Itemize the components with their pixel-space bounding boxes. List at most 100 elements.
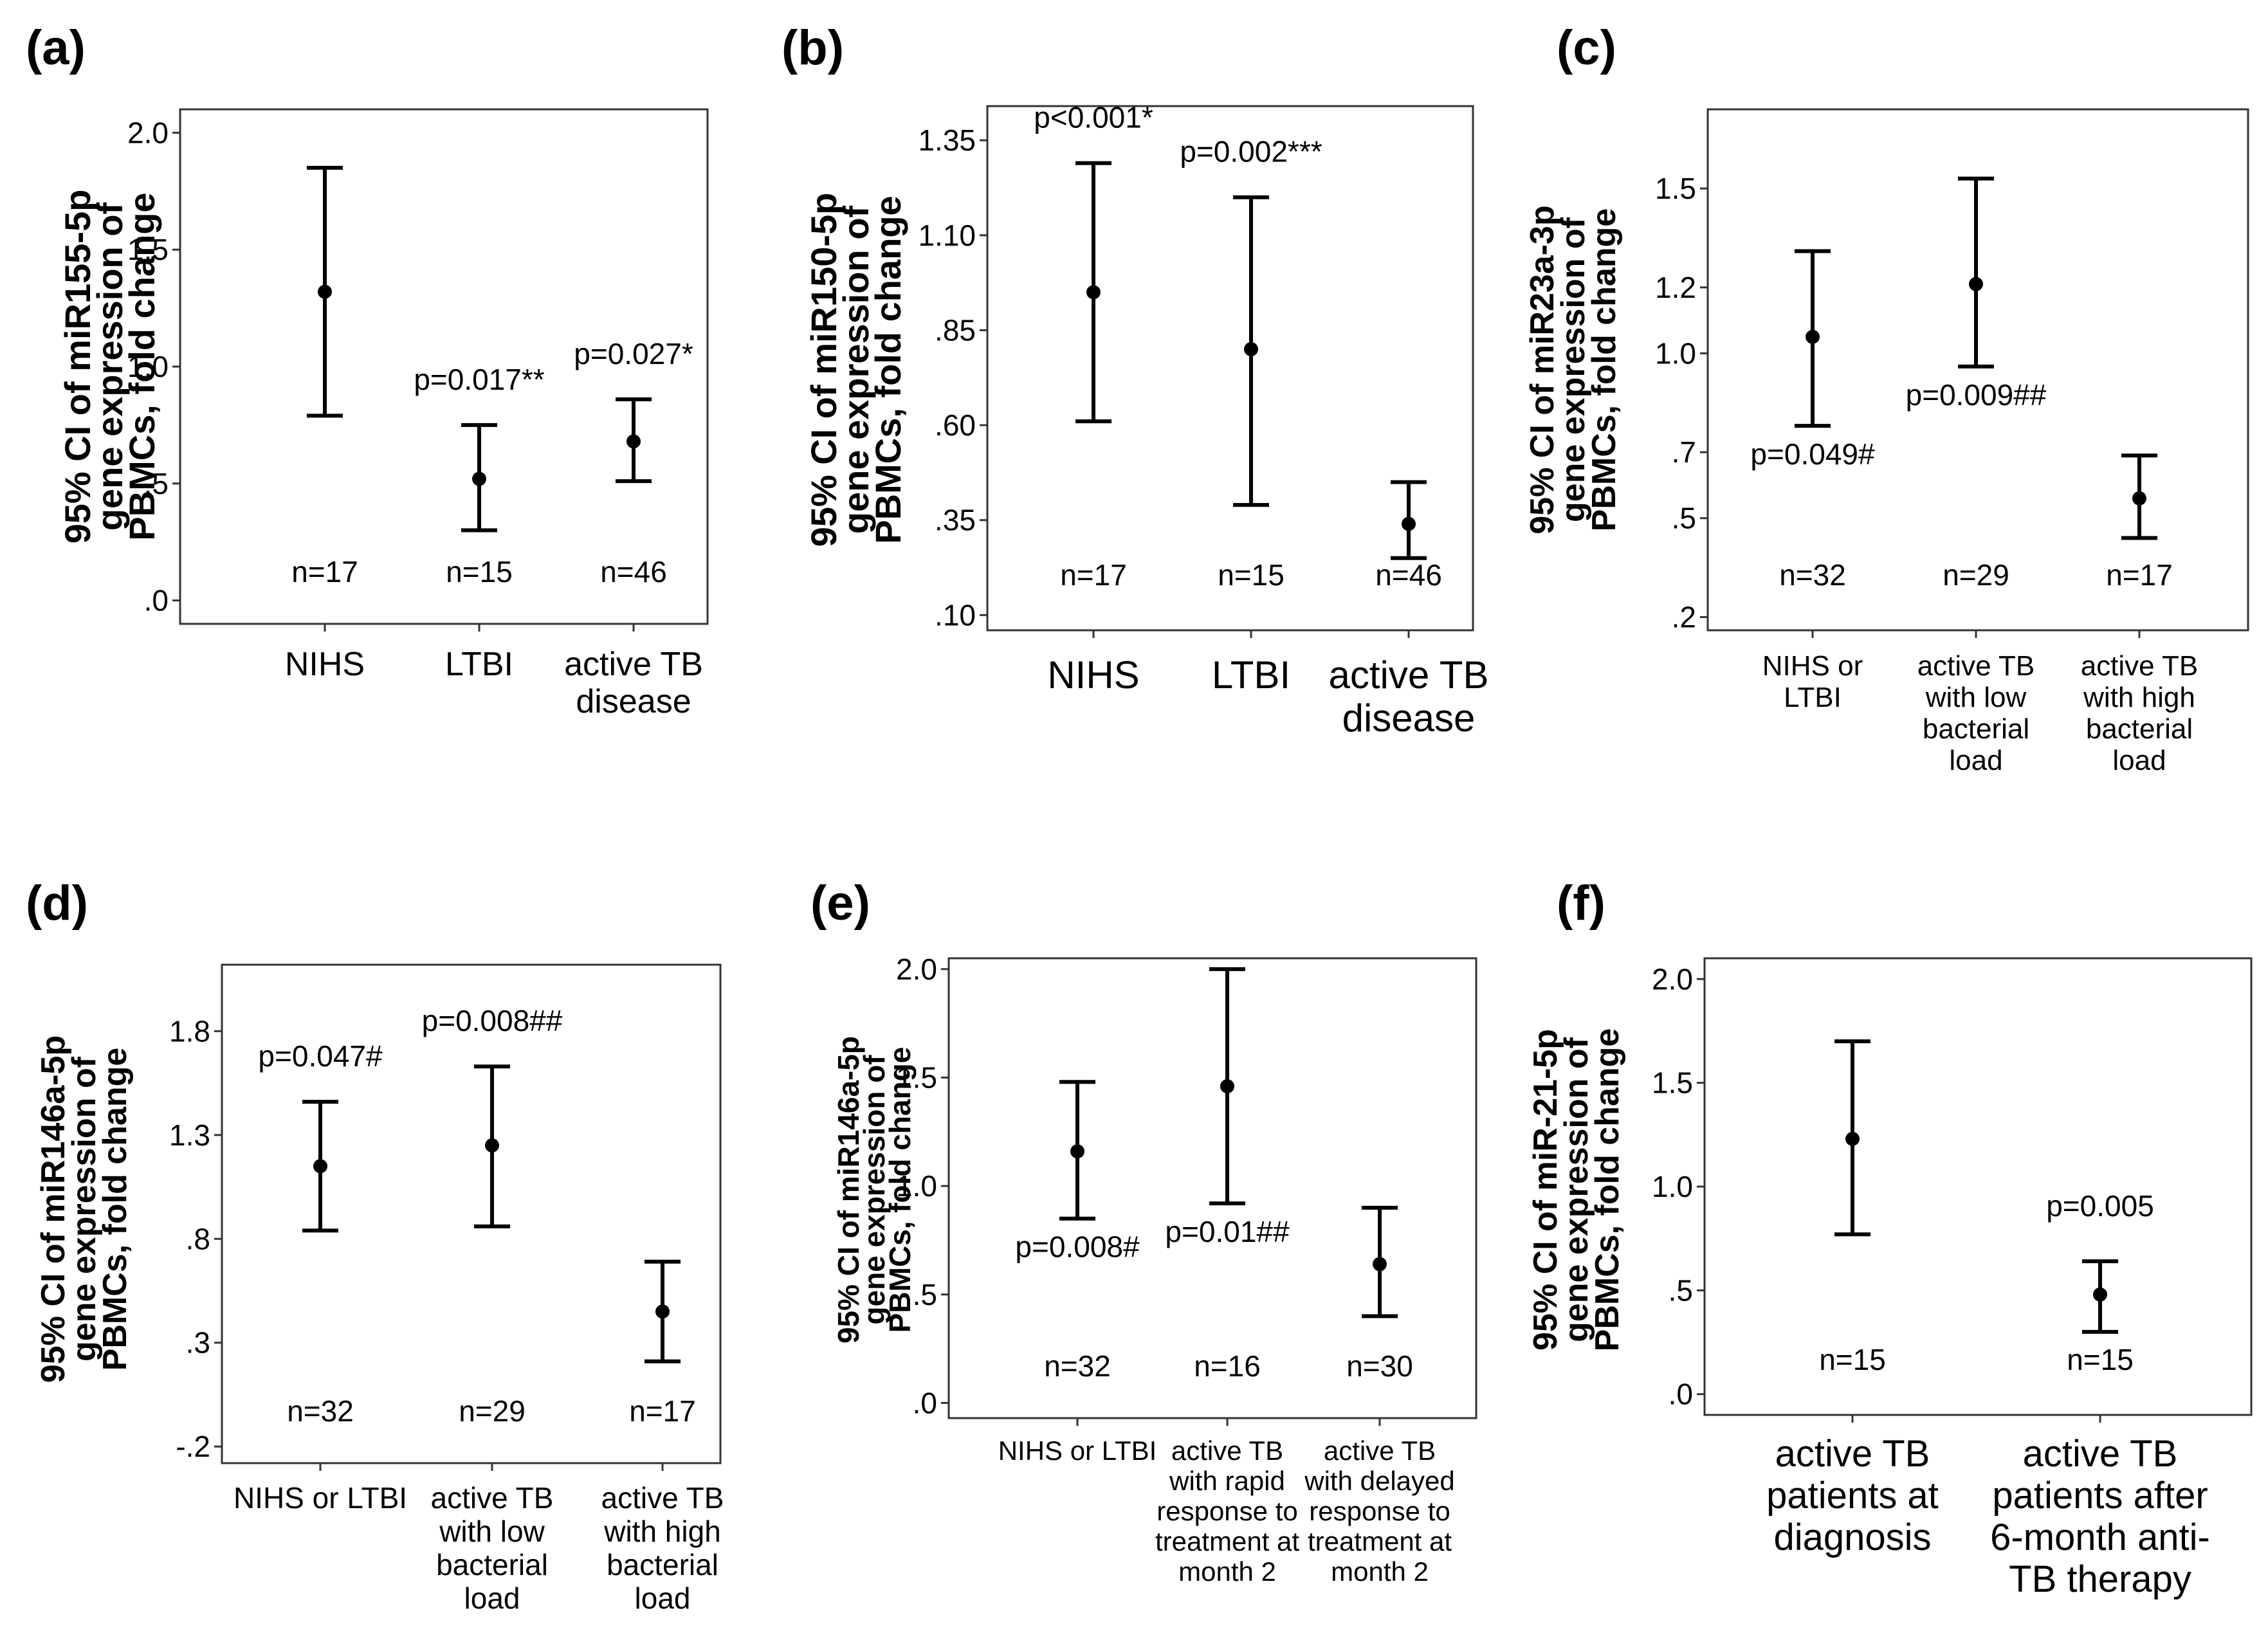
y-axis-label: 95% CI of miR150-5pgene expression ofPBM… bbox=[803, 193, 908, 547]
y-tick-label: .2 bbox=[1672, 600, 1696, 633]
n-label: n=15 bbox=[1819, 1343, 1886, 1376]
category-label-line: month 2 bbox=[1331, 1556, 1429, 1587]
p-value-label: p=0.017** bbox=[414, 363, 544, 396]
mean-point bbox=[1845, 1131, 1860, 1146]
category-label-line: NIHS or LTBI bbox=[233, 1481, 407, 1515]
y-tick-label: 1.2 bbox=[1655, 271, 1696, 304]
n-label: n=17 bbox=[291, 555, 358, 588]
category-label-line: LTBI bbox=[445, 646, 513, 683]
category-label-line: load bbox=[464, 1581, 520, 1615]
category-label-line: load bbox=[2112, 745, 2166, 776]
y-tick-label: .60 bbox=[935, 408, 976, 442]
category-label: active TB with high bacterial load bbox=[601, 1481, 724, 1615]
y-axis-label-line: 95% CI of miR-21-5p bbox=[1527, 1029, 1564, 1351]
category-label-line: with rapid bbox=[1169, 1466, 1285, 1496]
y-axis-label-line: gene expression of bbox=[66, 1056, 103, 1362]
category-label: active TB with low bacterial load bbox=[1917, 650, 2035, 776]
panel-label: (c) bbox=[1557, 21, 1616, 75]
mean-point bbox=[2132, 491, 2146, 506]
y-tick-label: 1.10 bbox=[918, 219, 976, 252]
y-axis-label-line: 95% CI of miR23a-3p bbox=[1524, 205, 1561, 534]
y-tick-label: .85 bbox=[935, 313, 976, 347]
n-label: n=17 bbox=[1060, 558, 1127, 592]
y-axis-label: 95% CI of miR-21-5pgene expression ofPBM… bbox=[1527, 1028, 1626, 1352]
y-tick-label: .0 bbox=[913, 1386, 937, 1419]
category-label-line: active TB bbox=[1917, 650, 2035, 682]
category-label-line: bacterial bbox=[607, 1548, 718, 1581]
y-axis-label-line: gene expression of bbox=[1558, 1037, 1595, 1342]
y-tick-label: .7 bbox=[1672, 435, 1696, 469]
n-label: n=29 bbox=[1943, 558, 2009, 592]
mean-point bbox=[313, 1159, 327, 1174]
category-label: active TB with high bacterial load bbox=[2081, 650, 2199, 776]
category-label-line: active TB bbox=[564, 646, 703, 683]
y-tick-label: 1.5 bbox=[1652, 1066, 1693, 1100]
y-tick-label: 1.0 bbox=[1655, 336, 1696, 370]
panel-e: (e) 95% CI of miR146a-5pgene expression o… bbox=[810, 876, 1477, 1587]
category-label-line: active TB bbox=[2023, 1433, 2178, 1475]
category-label: LTBI bbox=[445, 646, 513, 683]
panel-label: (a) bbox=[26, 21, 86, 75]
mean-point bbox=[1373, 1257, 1387, 1271]
plot-frame bbox=[986, 105, 1474, 632]
p-value-label: p=0.002*** bbox=[1180, 135, 1322, 169]
y-axis-label-line: 95% CI of miR150-5p bbox=[803, 193, 844, 547]
category-label-line: treatment at bbox=[1155, 1526, 1299, 1556]
panel-a: (a) 95% CI of miR155-5pgene expression of… bbox=[26, 21, 709, 720]
category-label-line: LTBI bbox=[1784, 682, 1842, 713]
category-label-line: NIHS bbox=[1047, 653, 1139, 697]
y-tick-label: 1.5 bbox=[127, 233, 169, 266]
y-tick-label: .5 bbox=[1672, 502, 1696, 535]
mean-point bbox=[626, 434, 641, 449]
y-tick-label: 1.5 bbox=[896, 1061, 937, 1094]
category-label-line: month 2 bbox=[1178, 1556, 1276, 1587]
n-label: n=17 bbox=[2106, 558, 2173, 592]
n-label: n=15 bbox=[446, 555, 513, 588]
mean-point bbox=[1220, 1079, 1234, 1093]
y-axis-label-line: gene expression of bbox=[836, 205, 876, 534]
category-label-line: response to bbox=[1157, 1496, 1297, 1526]
category-label-line: active TB bbox=[431, 1481, 554, 1515]
panel-d: (d) 95% CI of miR146a-5pgene expression o… bbox=[26, 876, 724, 1615]
y-tick-label: 2.0 bbox=[896, 952, 937, 986]
category-label: LTBI bbox=[1212, 653, 1290, 697]
y-tick-label: 1.3 bbox=[169, 1118, 210, 1152]
p-value-label: p=0.01## bbox=[1165, 1215, 1290, 1248]
p-value-label: p=0.027* bbox=[574, 337, 693, 370]
y-tick-label: .5 bbox=[144, 467, 169, 500]
category-label-line: active TB bbox=[1329, 653, 1489, 697]
category-label-line: NIHS bbox=[285, 646, 365, 683]
category-label-line: patients after bbox=[1992, 1475, 2208, 1517]
mean-point bbox=[1086, 285, 1101, 300]
y-axis-label-line: gene expression of bbox=[857, 1055, 891, 1325]
mean-point bbox=[1244, 342, 1258, 356]
category-label: active TB with delayed response to treatmen… bbox=[1304, 1435, 1454, 1587]
y-axis-label-line: PBMCs, fold change bbox=[868, 196, 908, 543]
panel-b: (b) 95% CI of miR150-5pgene expression of… bbox=[782, 21, 1489, 740]
y-tick-label: .0 bbox=[144, 584, 169, 617]
y-tick-label: 1.0 bbox=[127, 350, 169, 383]
y-tick-label: .10 bbox=[935, 598, 976, 632]
category-label: active TB patients after 6-month anti-TB t… bbox=[1990, 1433, 2210, 1600]
y-tick-label: 1.35 bbox=[918, 123, 976, 157]
panel-label: (b) bbox=[782, 21, 844, 75]
category-label: active TB disease bbox=[1329, 653, 1489, 740]
category-label-line: with delayed bbox=[1304, 1466, 1454, 1496]
category-label: active TB disease bbox=[564, 646, 703, 720]
mean-point bbox=[472, 471, 486, 486]
y-tick-label: 1.0 bbox=[896, 1169, 937, 1203]
y-tick-label: 2.0 bbox=[127, 116, 169, 149]
category-label-line: bacterial bbox=[436, 1548, 548, 1581]
category-label-line: bacterial bbox=[1923, 713, 2029, 745]
category-label-line: with high bbox=[603, 1515, 721, 1548]
n-label: n=17 bbox=[629, 1394, 696, 1428]
y-tick-label: .35 bbox=[935, 504, 976, 537]
p-value-label: p=0.008## bbox=[422, 1004, 563, 1037]
category-label-line: load bbox=[1949, 745, 2002, 776]
mean-point bbox=[1402, 516, 1416, 531]
y-axis-label: 95% CI of miR155-5pgene expression ofPBM… bbox=[57, 190, 162, 544]
p-value-label: p=0.049# bbox=[1750, 437, 1875, 471]
y-tick-label: 1.0 bbox=[1652, 1170, 1693, 1203]
y-axis-label-line: gene expression of bbox=[1555, 217, 1592, 522]
y-axis-label-line: 95% CI of miR146a-5p bbox=[832, 1036, 865, 1344]
